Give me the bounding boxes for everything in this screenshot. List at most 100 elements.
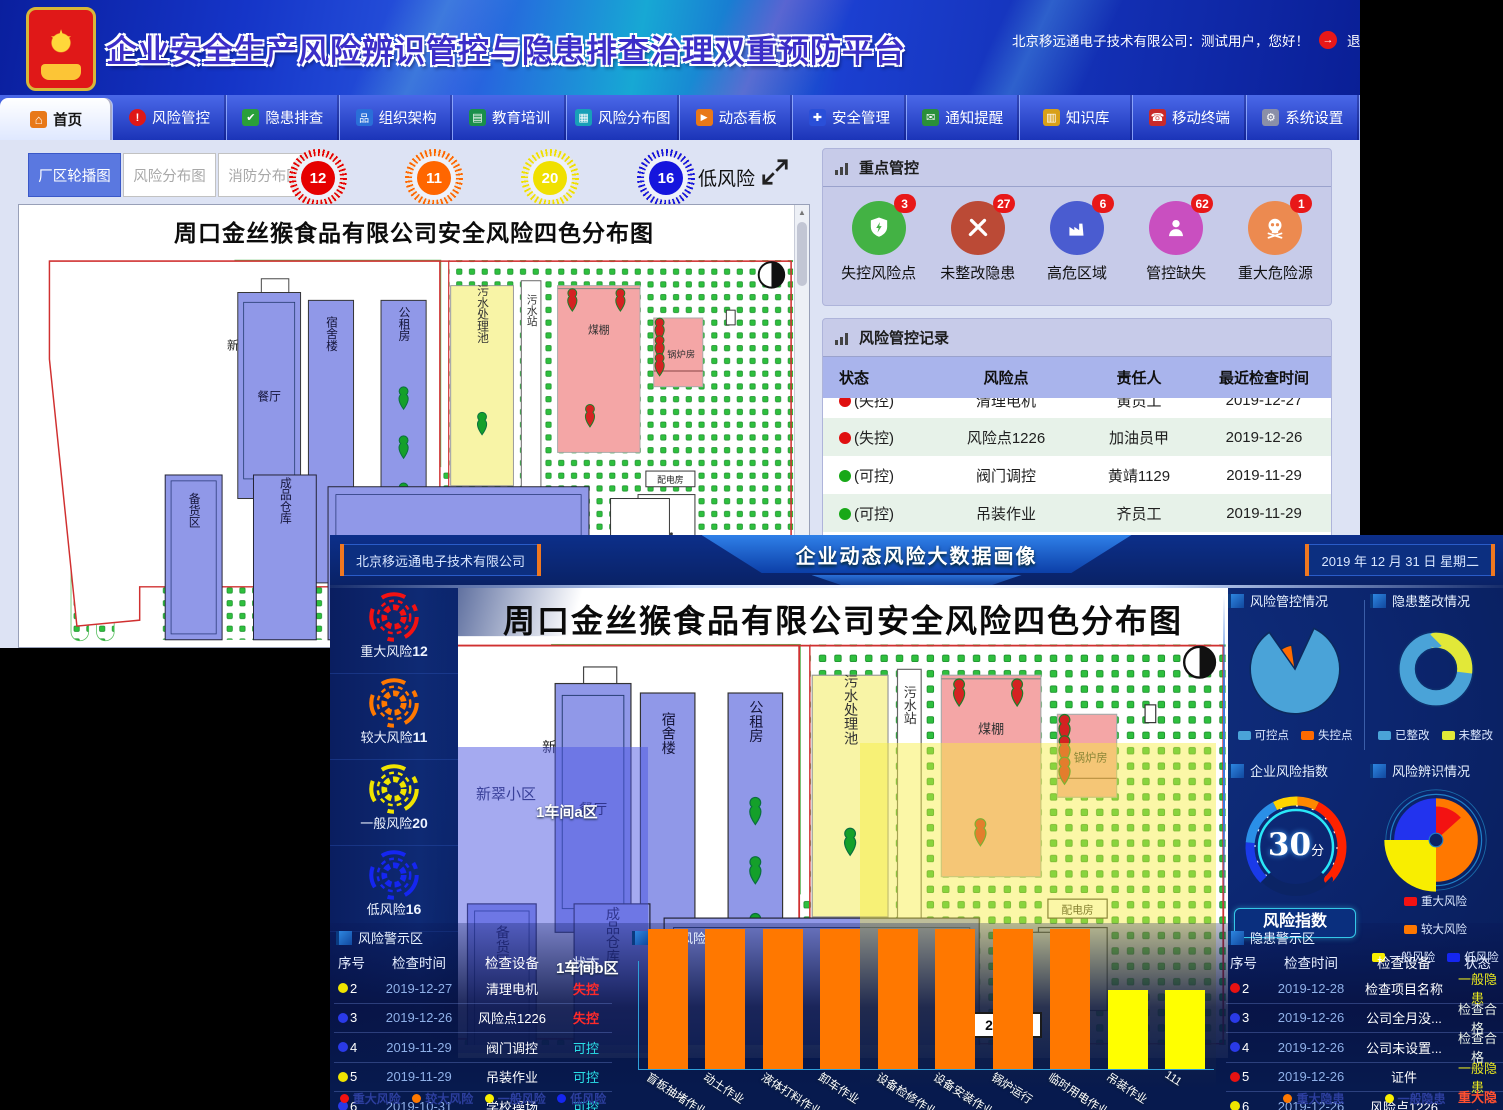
key-control-out-of-control[interactable]: 3 失控风险点: [832, 194, 926, 283]
stat-larger-risk[interactable]: 较大风险11: [330, 674, 458, 760]
key-control-major-danger-source[interactable]: 1 重大危险源: [1228, 194, 1322, 283]
stat-major-risk[interactable]: 重大风险12: [330, 588, 458, 674]
panel-chip-icon: [1370, 593, 1386, 608]
key-control-high-risk-area[interactable]: 6 高危区域: [1030, 194, 1124, 283]
stat-low-risk[interactable]: 低风险16: [330, 846, 458, 932]
risk-control-pie-chart: [1249, 627, 1341, 715]
nav-tab-mobile[interactable]: 移动终端: [1133, 95, 1247, 140]
mobile-icon: [1148, 109, 1166, 126]
legend-swatch: [1404, 924, 1417, 934]
panel-chip-icon: [1228, 593, 1244, 608]
risk-alert-row: 5 2019-11-29 吊装作业 可控: [334, 1063, 612, 1092]
seq-dot-red: [1230, 1071, 1240, 1082]
risk-map-button[interactable]: 风险分布图: [123, 153, 216, 197]
hazard-level-legend: 重大隐患 一般隐患: [1226, 1090, 1503, 1107]
bar: [877, 929, 918, 1069]
nav-tab-dashboard[interactable]: 动态看板: [680, 95, 794, 140]
main-nav: 首页 风险管控 隐患排查 组织架构 教育培训 风险分布图 动态看板 安全管理 通…: [0, 95, 1360, 140]
nav-tab-home[interactable]: 首页: [0, 98, 114, 140]
wrench-icon: [968, 218, 987, 237]
nav-tab-settings[interactable]: 系统设置: [1247, 95, 1360, 140]
legend-swatch: [1404, 896, 1417, 906]
hazard-alert-row: 5 2019-12-26 证件 一般隐患: [1226, 1061, 1503, 1095]
legend-swatch: [1301, 730, 1314, 740]
dashboard-right-charts: 风险管控情况 可控点 失控点 隐患整改情况: [1226, 588, 1503, 964]
zone-label-residential: 新翠小区: [476, 786, 537, 803]
shield-icon: [870, 217, 887, 237]
panel-chip-icon: [632, 930, 648, 945]
count-badge: 27: [992, 194, 1015, 213]
hazard-alert-row: 4 2019-12-26 公司未设置... 检查合格: [1226, 1031, 1503, 1065]
nav-tab-education[interactable]: 教育培训: [453, 95, 567, 140]
record-row: (失控) 清理电机 黄员工 2019-12-27: [823, 398, 1331, 418]
factory-carousel-button[interactable]: 厂区轮播图: [28, 153, 121, 197]
scroll-up-icon[interactable]: ▲: [798, 208, 806, 217]
general-risk-badge[interactable]: 20: [521, 149, 579, 207]
stat-general-risk[interactable]: 一般风险20: [330, 760, 458, 846]
settings-icon: [1262, 109, 1280, 126]
risk-index-button[interactable]: 风险指数: [1234, 908, 1356, 938]
key-control-missing-control[interactable]: 62 管控缺失: [1129, 194, 1223, 283]
nav-tab-safety[interactable]: 安全管理: [793, 95, 907, 140]
nav-tab-risk-control[interactable]: 风险管控: [113, 95, 227, 140]
seq-dot-yellow: [338, 1071, 348, 1082]
major-risk-count: 12: [301, 161, 335, 195]
panel-chip-icon: [1370, 763, 1386, 778]
user-greeting: 北京移远通电子技术有限公司：测试用户，您好！: [1012, 34, 1309, 49]
expand-icon[interactable]: [760, 157, 790, 187]
legend-dot-red: [339, 1094, 349, 1103]
status-dot-green: [839, 469, 851, 482]
status-dot-red: [839, 431, 851, 444]
general-risk-count: 20: [533, 161, 567, 195]
logout-button[interactable]: 退出: [1347, 34, 1360, 49]
risk-alert-panel: 风险警示区 序号 检查时间 检查设备 状态 2 2019-12-27 清理电机 …: [334, 925, 612, 1110]
scrollbar-thumb[interactable]: [797, 222, 807, 286]
seq-dot-blue: [338, 1012, 348, 1023]
panel-chip-icon: [1228, 763, 1244, 778]
legend-swatch: [1447, 952, 1461, 962]
panel-chip-icon: [336, 930, 352, 945]
bar: [992, 929, 1033, 1069]
status-dot-red: [839, 398, 851, 407]
hazard-check-icon: [242, 109, 260, 126]
notice-icon: [922, 109, 940, 126]
legend-swatch: [1378, 730, 1391, 740]
count-badge: 62: [1191, 194, 1214, 213]
legend-dot-orange: [412, 1094, 422, 1103]
nav-tab-knowledge[interactable]: 知识库: [1020, 95, 1134, 140]
bar: [1165, 990, 1206, 1069]
low-risk-badge[interactable]: 16: [637, 149, 695, 207]
factory-icon: [1069, 223, 1084, 236]
legend-dot-orange: [1283, 1094, 1293, 1103]
national-emblem-logo: [26, 7, 96, 91]
nav-tab-risk-map[interactable]: 风险分布图: [567, 95, 680, 140]
key-control-unfixed-hazard[interactable]: 27 未整改隐患: [931, 194, 1025, 283]
hazard-fix-donut-chart: [1397, 631, 1474, 707]
bar: [1050, 929, 1091, 1069]
dashboard-header: 北京移远通电子技术有限公司 企业动态风险大数据画像 2019 年 12 月 31…: [330, 535, 1503, 585]
safety-icon: [808, 109, 826, 126]
dashboard-company: 北京移远通电子技术有限公司: [340, 544, 542, 576]
person-icon: [1169, 219, 1184, 237]
panel-chip-icon: [1228, 930, 1244, 945]
bar: [762, 929, 803, 1069]
risk-index-gauge: [1245, 796, 1347, 898]
record-table-header: 状态 风险点 责任人 最近检查时间: [823, 357, 1331, 398]
status-dot-green: [839, 507, 851, 520]
legend-swatch: [1441, 730, 1455, 740]
risk-alert-header: 序号 检查时间 检查设备 状态: [338, 956, 600, 971]
logout-icon[interactable]: [1319, 31, 1337, 49]
nav-tab-hazard-check[interactable]: 隐患排查: [227, 95, 340, 140]
skull-icon: [1267, 218, 1283, 239]
risk-index-value: 30分: [1267, 827, 1325, 863]
knowledge-icon: [1042, 109, 1060, 126]
hazard-alert-header: 序号 检查时间 检查设备 状态: [1230, 956, 1491, 971]
vertical-divider: [1223, 595, 1225, 915]
legend-dot-yellow: [484, 1094, 494, 1103]
nav-tab-notice[interactable]: 通知提醒: [907, 95, 1020, 140]
risk-alert-row: 6 2019-10-31 学校操场 可控: [334, 1092, 612, 1110]
map-title: 周口金丝猴食品有限公司安全风险四色分布图: [174, 220, 654, 246]
larger-risk-badge[interactable]: 11: [405, 149, 463, 207]
nav-tab-organization[interactable]: 组织架构: [340, 95, 454, 140]
major-risk-badge[interactable]: 12: [289, 149, 347, 207]
